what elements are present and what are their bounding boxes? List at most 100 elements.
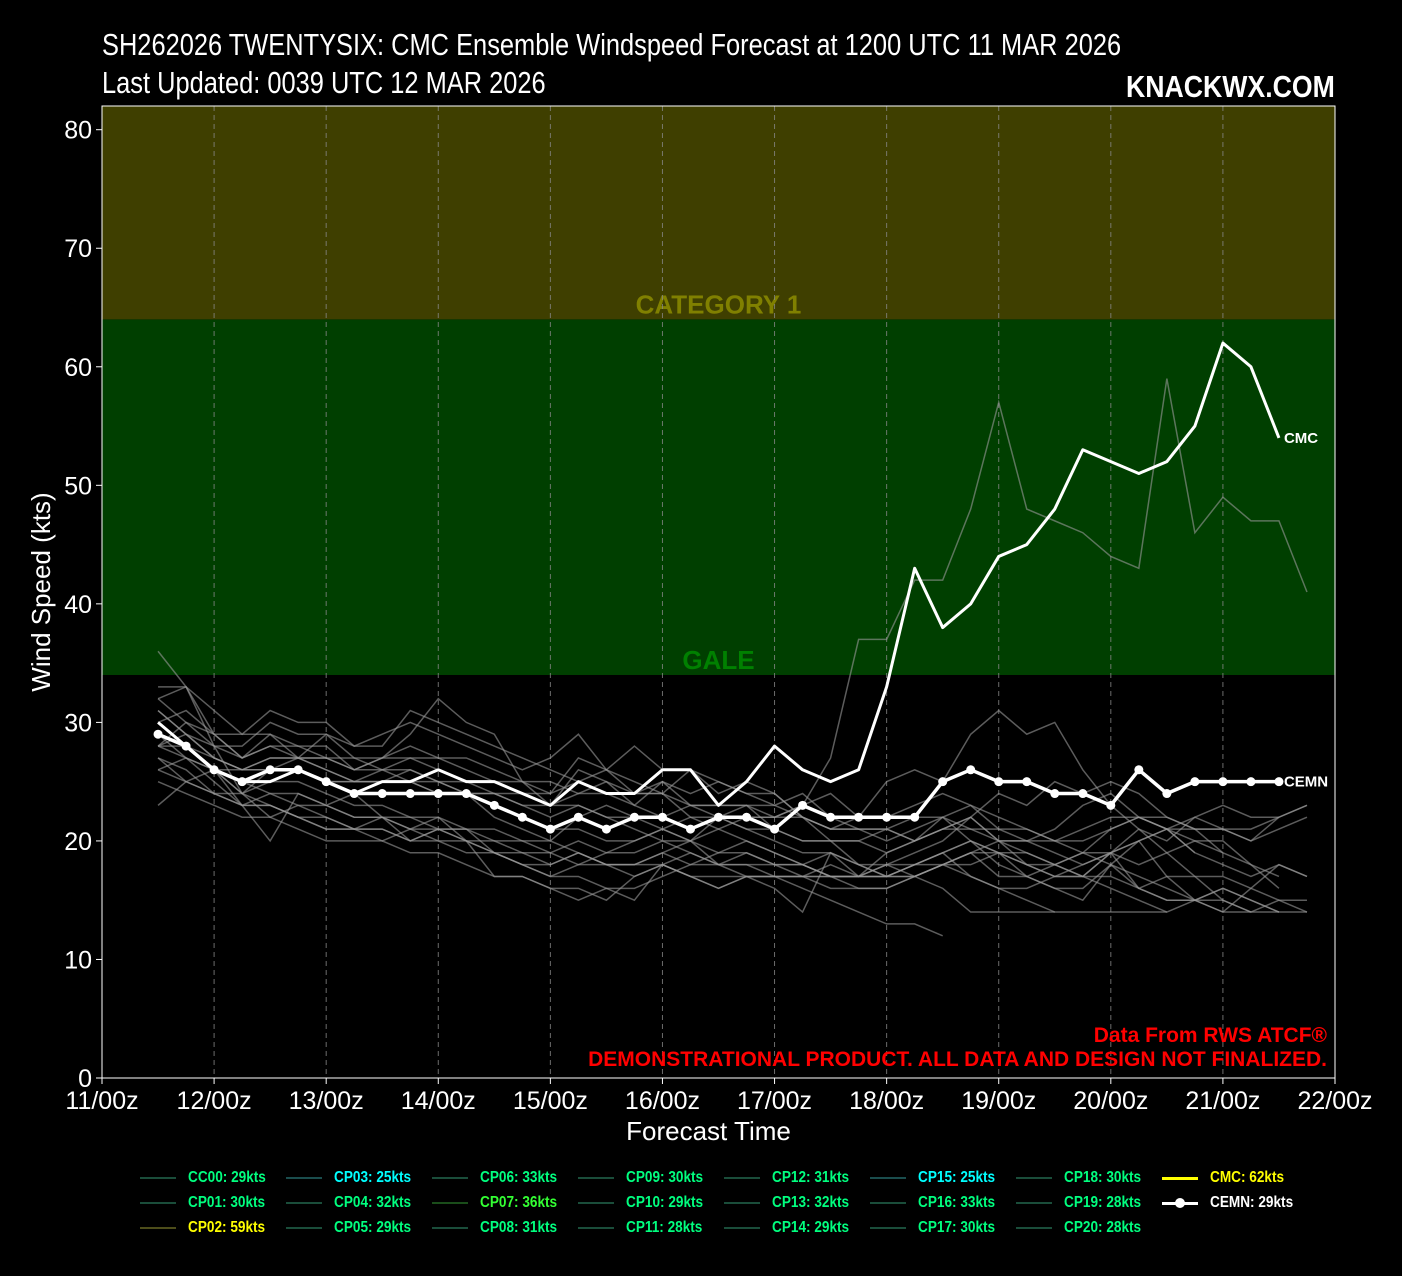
legend-swatch-line: [432, 1177, 468, 1179]
legend-swatch: [724, 1172, 760, 1184]
cemn-point: [601, 824, 611, 834]
y-tick-label: 80: [64, 117, 92, 145]
legend-label: CP02: 59kts: [188, 1219, 266, 1236]
legend-swatch: [286, 1197, 322, 1209]
cemn-point: [938, 777, 948, 787]
legend-label: CP04: 32kts: [334, 1194, 412, 1211]
legend-swatch: [1016, 1197, 1052, 1209]
cemn-point: [405, 789, 415, 799]
legend-swatch-line: [578, 1202, 614, 1204]
legend-item: CP18: 30kts: [1016, 1166, 1155, 1190]
legend-swatch: [140, 1172, 176, 1184]
legend-item: CP07: 36kts: [432, 1191, 571, 1215]
y-tick-label: 40: [64, 591, 92, 619]
legend-swatch: [578, 1172, 614, 1184]
x-tick-label: 19/00z: [961, 1087, 1036, 1115]
legend-label: CC00: 29kts: [188, 1169, 266, 1186]
legend-item: CP10: 29kts: [578, 1191, 717, 1215]
member-line-m1: [157, 650, 1308, 842]
vertical-gridlines: [213, 106, 1224, 1078]
legend-swatch: [578, 1197, 614, 1209]
legend-item: CP03: 25kts: [286, 1166, 425, 1190]
legend-label: CMC: 62kts: [1210, 1169, 1285, 1186]
cemn-point: [1190, 777, 1200, 787]
legend-item: CP04: 32kts: [286, 1191, 425, 1215]
legend-swatch-line: [724, 1177, 760, 1179]
legend-label: CP14: 29kts: [772, 1219, 850, 1236]
legend-label: CP01: 30kts: [188, 1194, 266, 1211]
legend-swatch-line: [870, 1202, 906, 1204]
legend-swatch: [286, 1172, 322, 1184]
legend-swatch-line: [870, 1227, 906, 1229]
title-line-1: SH262026 TWENTYSIX: CMC Ensemble Windspe…: [102, 27, 1122, 62]
cemn-point: [293, 765, 303, 775]
legend-swatch-line: [724, 1227, 760, 1229]
intensity-bands: GALE CATEGORY 1: [102, 106, 1335, 675]
legend-item: CP12: 31kts: [724, 1166, 863, 1190]
cemn-point: [742, 812, 752, 822]
cemn-point: [1078, 789, 1088, 799]
legend-swatch-line: [432, 1202, 468, 1204]
legend-label: CP13: 32kts: [772, 1194, 850, 1211]
cemn-point: [209, 765, 219, 775]
legend-swatch-line: [1162, 1177, 1198, 1180]
cemn-point: [1106, 800, 1116, 810]
windspeed-chart: GALE CATEGORY 1 CMC CEMN 0 10 20 30 40 50 60 70 80…: [26, 105, 1373, 1146]
legend-swatch-line: [1016, 1202, 1052, 1204]
main-series-lines: CMC CEMN: [153, 341, 1328, 834]
legend-swatch: [432, 1172, 468, 1184]
cmc-end-label: CMC: [1284, 430, 1318, 447]
legend-item: CP01: 30kts: [140, 1191, 279, 1215]
legend-swatch-line: [724, 1202, 760, 1204]
y-tick-label: 30: [64, 709, 92, 737]
legend-label: CP12: 31kts: [772, 1169, 850, 1186]
legend-swatch: [870, 1197, 906, 1209]
legend-swatch: [724, 1222, 760, 1234]
cemn-point: [573, 812, 583, 822]
cemn-point: [826, 812, 836, 822]
legend-item: CP20: 28kts: [1016, 1216, 1155, 1240]
legend-swatch: [286, 1222, 322, 1234]
x-axis-ticks: 11/00z 12/00z 13/00z 14/00z 15/00z 16/00z 17/0…: [65, 1078, 1373, 1115]
y-tick-label: 70: [64, 235, 92, 263]
x-tick-label: 20/00z: [1073, 1087, 1148, 1115]
cemn-point: [153, 729, 163, 739]
legend-swatch: [870, 1172, 906, 1184]
legend-item: CMC: 62kts: [1162, 1166, 1297, 1190]
x-tick-label: 11/00z: [65, 1087, 138, 1115]
legend-label: CP11: 28kts: [626, 1219, 703, 1236]
cemn-point: [377, 789, 387, 799]
legend-item: CP13: 32kts: [724, 1191, 863, 1215]
title-line-2: Last Updated: 0039 UTC 12 MAR 2026: [102, 65, 546, 100]
y-tick-label: 60: [64, 354, 92, 382]
legend-label: CEMN: 29kts: [1210, 1194, 1294, 1211]
legend-item: CEMN: 29kts: [1162, 1191, 1308, 1215]
member-line-m16: [157, 709, 1280, 889]
x-tick-label: 12/00z: [177, 1087, 252, 1115]
cemn-point: [433, 789, 443, 799]
legend-label: CP20: 28kts: [1064, 1219, 1142, 1236]
x-tick-label: 15/00z: [513, 1087, 588, 1115]
legend-swatch-line: [286, 1177, 322, 1179]
cemn-point: [1134, 765, 1144, 775]
band-category-1: [102, 106, 1335, 320]
legend-swatch: [1016, 1172, 1052, 1184]
member-line-m13: [157, 685, 1279, 842]
x-tick-label: 22/00z: [1297, 1087, 1372, 1115]
member-line-m19: [157, 757, 1308, 842]
chart-title: SH262026 TWENTYSIX: CMC Ensemble Windspe…: [102, 26, 1121, 102]
y-tick-label: 20: [64, 828, 92, 856]
band-label-gale: GALE: [682, 645, 754, 675]
y-tick-label: 10: [64, 946, 92, 974]
legend-item: CP08: 31kts: [432, 1216, 571, 1240]
cemn-point: [714, 812, 723, 822]
cemn-end-label: CEMN: [1284, 774, 1328, 791]
legend-label: CP15: 25kts: [918, 1169, 996, 1186]
legend-swatch-line: [286, 1227, 322, 1229]
legend-label: CP09: 30kts: [626, 1169, 704, 1186]
legend-swatch: [1162, 1197, 1198, 1209]
cemn-point: [1246, 777, 1256, 787]
legend-label: CP08: 31kts: [480, 1219, 558, 1236]
cemn-point: [265, 765, 275, 775]
legend-item: CP16: 33kts: [870, 1191, 1009, 1215]
